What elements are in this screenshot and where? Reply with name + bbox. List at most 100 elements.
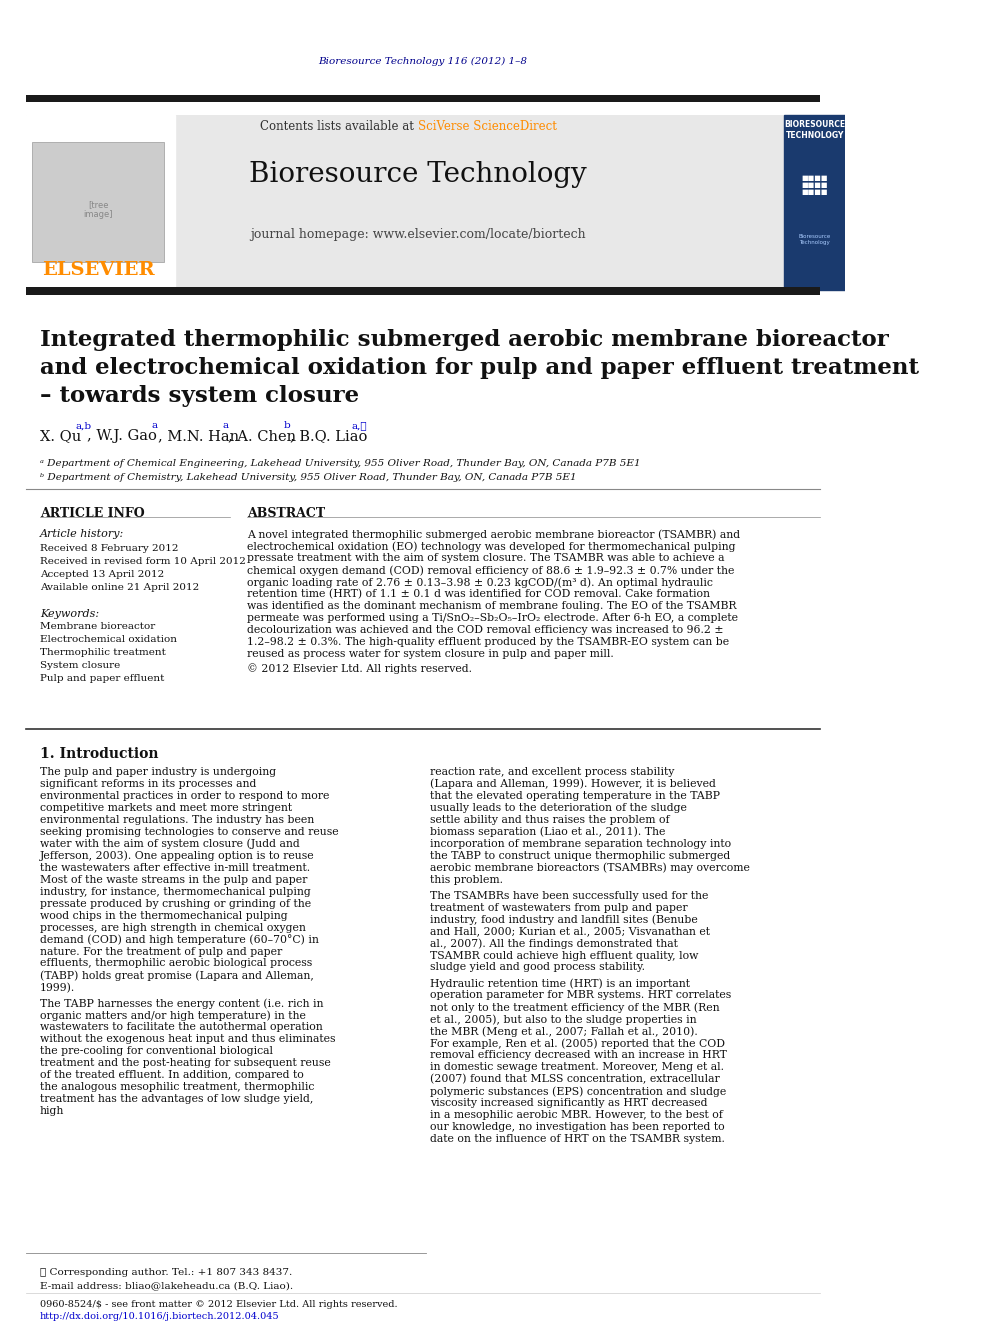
Text: Pulp and paper effluent: Pulp and paper effluent (40, 673, 165, 683)
Text: journal homepage: www.elsevier.com/locate/biortech: journal homepage: www.elsevier.com/locat… (250, 228, 585, 241)
Text: operation parameter for MBR systems. HRT correlates: operation parameter for MBR systems. HRT… (431, 991, 732, 1000)
Text: treatment has the advantages of low sludge yield,: treatment has the advantages of low slud… (40, 1094, 313, 1105)
Text: was identified as the dominant mechanism of membrane fouling. The EO of the TSAM: was identified as the dominant mechanism… (247, 601, 737, 611)
Text: Membrane bioreactor: Membrane bioreactor (40, 622, 156, 631)
Text: ᵃ Department of Chemical Engineering, Lakehead University, 955 Oliver Road, Thun: ᵃ Department of Chemical Engineering, La… (40, 459, 641, 468)
Text: 0960-8524/$ - see front matter © 2012 Elsevier Ltd. All rights reserved.: 0960-8524/$ - see front matter © 2012 El… (40, 1301, 398, 1308)
Text: the pre-cooling for conventional biological: the pre-cooling for conventional biologi… (40, 1046, 273, 1056)
Text: without the exogenous heat input and thus eliminates: without the exogenous heat input and thu… (40, 1035, 335, 1044)
Text: usually leads to the deterioration of the sludge: usually leads to the deterioration of th… (431, 803, 687, 812)
Text: demand (COD) and high temperature (60–70°C) in: demand (COD) and high temperature (60–70… (40, 934, 319, 946)
Text: incorporation of membrane separation technology into: incorporation of membrane separation tec… (431, 839, 731, 848)
Text: , B.Q. Liao: , B.Q. Liao (290, 430, 367, 443)
Text: ABSTRACT: ABSTRACT (247, 507, 325, 520)
Text: Electrochemical oxidation: Electrochemical oxidation (40, 635, 177, 644)
Text: permeate was performed using a Ti/SnO₂–Sb₂O₅–IrO₂ electrode. After 6-h EO, a com: permeate was performed using a Ti/SnO₂–S… (247, 613, 738, 623)
Text: reaction rate, and excellent process stability: reaction rate, and excellent process sta… (431, 767, 675, 777)
Text: a,b: a,b (75, 421, 92, 430)
Text: the wastewaters after effective in-mill treatment.: the wastewaters after effective in-mill … (40, 863, 310, 873)
Text: Bioresource
Technology: Bioresource Technology (799, 234, 831, 245)
Text: chemical oxygen demand (COD) removal efficiency of 88.6 ± 1.9–92.3 ± 0.7% under : chemical oxygen demand (COD) removal eff… (247, 565, 734, 576)
Text: environmental practices in order to respond to more: environmental practices in order to resp… (40, 791, 329, 800)
Text: and Hall, 2000; Kurian et al., 2005; Visvanathan et: and Hall, 2000; Kurian et al., 2005; Vis… (431, 926, 710, 937)
Text: 1999).: 1999). (40, 983, 75, 992)
Text: environmental regulations. The industry has been: environmental regulations. The industry … (40, 815, 314, 824)
Text: viscosity increased significantly as HRT decreased: viscosity increased significantly as HRT… (431, 1098, 708, 1109)
Text: Available online 21 April 2012: Available online 21 April 2012 (40, 583, 199, 593)
Text: pressate produced by crushing or grinding of the: pressate produced by crushing or grindin… (40, 898, 311, 909)
Text: decolourization was achieved and the COD removal efficiency was increased to 96.: decolourization was achieved and the COD… (247, 624, 723, 635)
Text: a: a (222, 421, 228, 430)
Text: http://dx.doi.org/10.1016/j.biortech.2012.04.045: http://dx.doi.org/10.1016/j.biortech.201… (40, 1312, 280, 1320)
Text: the analogous mesophilic treatment, thermophilic: the analogous mesophilic treatment, ther… (40, 1082, 314, 1093)
Text: A novel integrated thermophilic submerged aerobic membrane bioreactor (TSAMBR) a: A novel integrated thermophilic submerge… (247, 529, 740, 540)
Text: this problem.: this problem. (431, 875, 503, 885)
Text: in domestic sewage treatment. Moreover, Meng et al.: in domestic sewage treatment. Moreover, … (431, 1062, 724, 1073)
Text: Most of the waste streams in the pulp and paper: Most of the waste streams in the pulp an… (40, 875, 308, 885)
Text: that the elevated operating temperature in the TABP: that the elevated operating temperature … (431, 791, 720, 800)
Text: our knowledge, no investigation has been reported to: our knowledge, no investigation has been… (431, 1122, 725, 1132)
Text: treatment and the post-heating for subsequent reuse: treatment and the post-heating for subse… (40, 1058, 330, 1069)
Text: Bioresource Technology: Bioresource Technology (249, 161, 586, 188)
Text: (2007) found that MLSS concentration, extracellular: (2007) found that MLSS concentration, ex… (431, 1074, 720, 1085)
Text: ᵇ Department of Chemistry, Lakehead University, 955 Oliver Road, Thunder Bay, ON: ᵇ Department of Chemistry, Lakehead Univ… (40, 474, 576, 483)
Text: of the treated effluent. In addition, compared to: of the treated effluent. In addition, co… (40, 1070, 304, 1081)
Text: a: a (152, 421, 158, 430)
Text: wastewaters to facilitate the autothermal operation: wastewaters to facilitate the autotherma… (40, 1023, 322, 1032)
Text: biomass separation (Liao et al., 2011). The: biomass separation (Liao et al., 2011). … (431, 827, 666, 837)
Text: ARTICLE INFO: ARTICLE INFO (40, 507, 145, 520)
Text: water with the aim of system closure (Judd and: water with the aim of system closure (Ju… (40, 839, 300, 849)
Text: al., 2007). All the findings demonstrated that: al., 2007). All the findings demonstrate… (431, 938, 679, 949)
Text: Article history:: Article history: (40, 529, 124, 540)
Text: Integrated thermophilic submerged aerobic membrane bioreactor: Integrated thermophilic submerged aerobi… (40, 329, 889, 352)
Text: electrochemical oxidation (EO) technology was developed for thermomechanical pul: electrochemical oxidation (EO) technolog… (247, 541, 736, 552)
Bar (26, 287, 819, 295)
Text: et al., 2005), but also to the sludge properties in: et al., 2005), but also to the sludge pr… (431, 1015, 697, 1025)
Bar (26, 115, 175, 287)
Text: The TSAMBRs have been successfully used for the: The TSAMBRs have been successfully used … (431, 890, 708, 901)
Text: the MBR (Meng et al., 2007; Fallah et al., 2010).: the MBR (Meng et al., 2007; Fallah et al… (431, 1027, 698, 1037)
Text: Contents lists available at: Contents lists available at (260, 120, 418, 134)
Text: [tree
image]: [tree image] (83, 200, 113, 220)
Text: retention time (HRT) of 1.1 ± 0.1 d was identified for COD removal. Cake formati: retention time (HRT) of 1.1 ± 0.1 d was … (247, 589, 710, 599)
Text: organic loading rate of 2.76 ± 0.13–3.98 ± 0.23 kgCOD/(m³ d). An optimal hydraul: organic loading rate of 2.76 ± 0.13–3.98… (247, 577, 713, 587)
Text: , W.J. Gao: , W.J. Gao (87, 430, 157, 443)
Text: SciVerse ScienceDirect: SciVerse ScienceDirect (418, 120, 557, 134)
Text: reused as process water for system closure in pulp and paper mill.: reused as process water for system closu… (247, 650, 614, 659)
Text: 1. Introduction: 1. Introduction (40, 746, 159, 761)
Text: BIORESOURCE
TECHNOLOGY: BIORESOURCE TECHNOLOGY (784, 120, 845, 140)
Text: organic matters and/or high temperature) in the: organic matters and/or high temperature)… (40, 1011, 306, 1021)
Text: 1.2–98.2 ± 0.3%. The high-quality effluent produced by the TSAMBR-EO system can : 1.2–98.2 ± 0.3%. The high-quality efflue… (247, 636, 729, 647)
Text: , A. Chen: , A. Chen (228, 430, 297, 443)
Text: The TABP harnesses the energy content (i.e. rich in: The TABP harnesses the energy content (i… (40, 999, 323, 1009)
Text: Hydraulic retention time (HRT) is an important: Hydraulic retention time (HRT) is an imp… (431, 979, 690, 990)
Text: The pulp and paper industry is undergoing: The pulp and paper industry is undergoin… (40, 767, 276, 777)
Text: © 2012 Elsevier Ltd. All rights reserved.: © 2012 Elsevier Ltd. All rights reserved… (247, 663, 472, 673)
Text: sludge yield and good process stability.: sludge yield and good process stability. (431, 963, 646, 972)
Text: wood chips in the thermomechanical pulping: wood chips in the thermomechanical pulpi… (40, 910, 288, 921)
Text: polymeric substances (EPS) concentration and sludge: polymeric substances (EPS) concentration… (431, 1086, 726, 1097)
Text: Bioresource Technology 116 (2012) 1–8: Bioresource Technology 116 (2012) 1–8 (318, 57, 527, 66)
Text: industry, for instance, thermomechanical pulping: industry, for instance, thermomechanical… (40, 886, 310, 897)
Text: , M.N. Han: , M.N. Han (158, 430, 239, 443)
Text: significant reforms in its processes and: significant reforms in its processes and (40, 779, 256, 789)
Text: aerobic membrane bioreactors (TSAMBRs) may overcome: aerobic membrane bioreactors (TSAMBRs) m… (431, 863, 750, 873)
Text: not only to the treatment efficiency of the MBR (Ren: not only to the treatment efficiency of … (431, 1003, 720, 1013)
Text: effluents, thermophilic aerobic biological process: effluents, thermophilic aerobic biologic… (40, 958, 312, 968)
Text: – towards system closure: – towards system closure (40, 385, 359, 407)
Text: (Lapara and Alleman, 1999). However, it is believed: (Lapara and Alleman, 1999). However, it … (431, 779, 716, 790)
Text: b: b (284, 421, 291, 430)
Text: removal efficiency decreased with an increase in HRT: removal efficiency decreased with an inc… (431, 1050, 727, 1060)
Text: in a mesophilic aerobic MBR. However, to the best of: in a mesophilic aerobic MBR. However, to… (431, 1110, 723, 1121)
Text: date on the influence of HRT on the TSAMBR system.: date on the influence of HRT on the TSAM… (431, 1134, 725, 1144)
Text: (TABP) holds great promise (Lapara and Alleman,: (TABP) holds great promise (Lapara and A… (40, 971, 313, 982)
Text: ■■■■
■■■■
■■■■: ■■■■ ■■■■ ■■■■ (802, 175, 828, 194)
Text: Received 8 February 2012: Received 8 February 2012 (40, 544, 179, 553)
Text: X. Qu: X. Qu (40, 430, 81, 443)
Text: pressate treatment with the aim of system closure. The TSAMBR was able to achiev: pressate treatment with the aim of syste… (247, 553, 724, 564)
Text: settle ability and thus raises the problem of: settle ability and thus raises the probl… (431, 815, 670, 824)
Text: treatment of wastewaters from pulp and paper: treatment of wastewaters from pulp and p… (431, 902, 688, 913)
Text: nature. For the treatment of pulp and paper: nature. For the treatment of pulp and pa… (40, 946, 283, 957)
Text: Accepted 13 April 2012: Accepted 13 April 2012 (40, 570, 165, 579)
Text: competitive markets and meet more stringent: competitive markets and meet more string… (40, 803, 293, 812)
